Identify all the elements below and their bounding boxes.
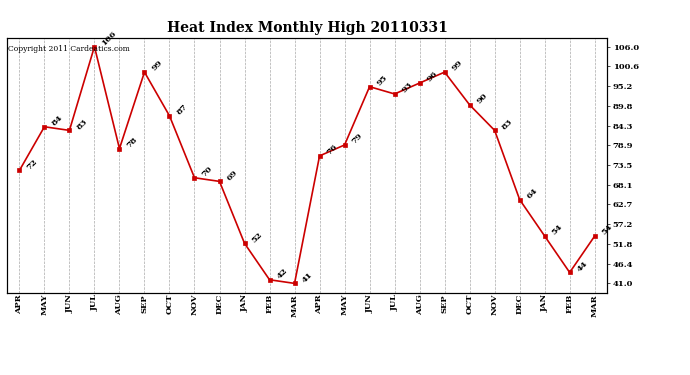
Text: 64: 64: [525, 186, 539, 200]
Text: 95: 95: [375, 74, 389, 87]
Text: 84: 84: [50, 113, 64, 128]
Text: 87: 87: [175, 102, 189, 116]
Text: 90: 90: [475, 92, 489, 105]
Text: 72: 72: [25, 157, 39, 171]
Text: 44: 44: [575, 259, 589, 273]
Text: 99: 99: [150, 59, 164, 73]
Text: 96: 96: [425, 70, 439, 84]
Text: 69: 69: [225, 168, 239, 182]
Title: Heat Index Monthly High 20110331: Heat Index Monthly High 20110331: [166, 21, 448, 35]
Text: 76: 76: [325, 142, 339, 156]
Text: 54: 54: [550, 223, 564, 237]
Text: 99: 99: [450, 59, 464, 73]
Text: 93: 93: [400, 81, 414, 94]
Text: 83: 83: [75, 117, 89, 131]
Text: 106: 106: [100, 29, 118, 47]
Text: 83: 83: [500, 117, 514, 131]
Text: 78: 78: [125, 135, 139, 149]
Text: 70: 70: [200, 165, 214, 178]
Text: 42: 42: [275, 267, 289, 280]
Text: 52: 52: [250, 230, 264, 244]
Text: 54: 54: [600, 223, 614, 237]
Text: 79: 79: [350, 132, 364, 146]
Text: 41: 41: [300, 270, 314, 284]
Text: Copyright 2011 Cardeatics.com: Copyright 2011 Cardeatics.com: [8, 45, 130, 53]
